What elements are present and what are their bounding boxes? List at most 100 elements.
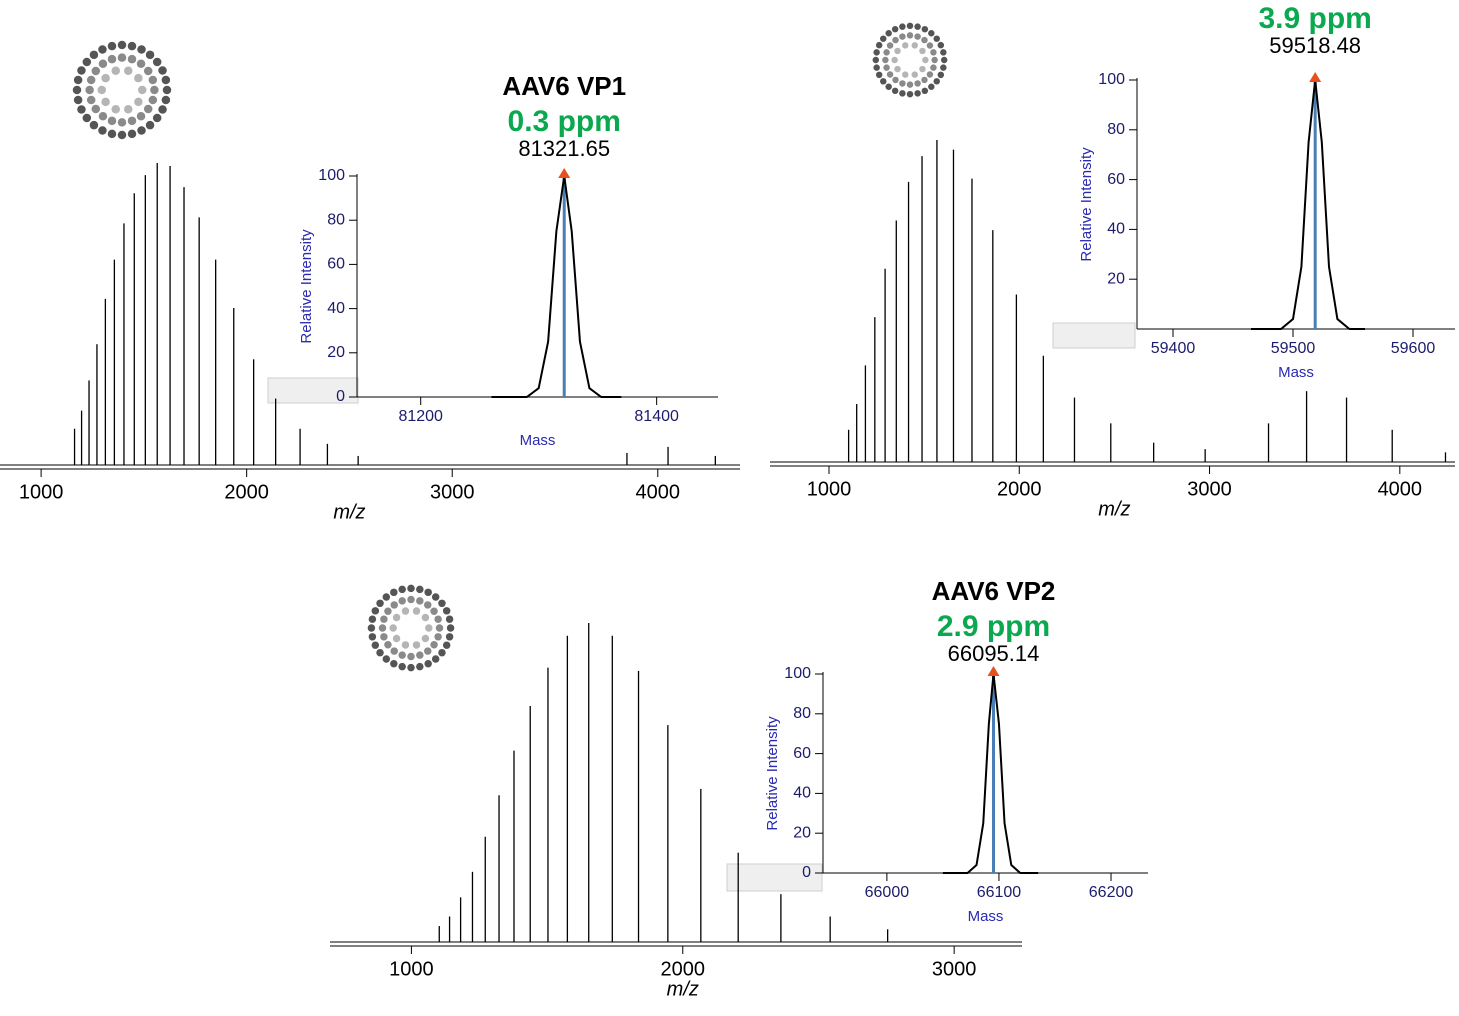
capsid-dot [430,607,438,615]
capsid-dot [127,129,137,139]
capsid-dot [89,50,99,60]
y-tick-label: 0 [336,388,345,405]
capsid-dot [906,22,914,30]
capsid-dot [91,66,101,76]
apex-marker [987,666,1000,676]
ppm-label: 3.9 ppm [1258,2,1371,35]
peak-mass-label: 81321.65 [518,136,610,161]
capsid-dot [416,585,424,594]
ppm-label: 2.9 ppm [937,610,1050,643]
capsid-dot [416,597,424,605]
ppm-label: 0.3 ppm [508,105,621,138]
capsid-dot [107,54,117,64]
apex-marker [1309,72,1322,82]
capsid-dot [445,615,454,623]
capsid-dot [392,613,401,622]
capsid-dot [390,601,398,609]
capsid-dot [424,588,432,597]
capsid-dot [389,624,397,632]
capsid-dot [127,41,137,51]
capsid-dot [107,41,117,51]
capsid-dot [899,90,906,97]
x-tick-label: 81200 [398,408,443,425]
capsid-dot [921,87,929,95]
capsid-dot [416,651,424,659]
capsid-dot [424,659,432,668]
peak-profile [491,175,622,398]
capsid-dot [117,53,127,62]
x-axis-title: Mass [968,908,1004,925]
capsid-dot [371,641,380,649]
capsid-dot [446,624,455,632]
x-tick-label: 2000 [224,481,269,503]
capsid-dot [891,56,898,64]
y-tick-label: 20 [1107,270,1125,287]
capsid-dot [434,615,442,623]
gray-box [1052,322,1136,349]
capsid-dot [124,66,133,75]
capsid-dot [407,595,415,604]
x-tick-label: 2000 [661,958,706,980]
capsid-dot [368,633,377,641]
capsid-dot [371,607,380,615]
capsid-dot [77,105,86,114]
capsid-dot [928,83,935,90]
capsid-dot [412,641,421,649]
capsid-dot [85,85,94,95]
capsid-dot [931,56,938,64]
capsid-dot [873,64,880,71]
capsid-dot [134,73,143,83]
capsid-dot [101,97,110,107]
capsid-dot [390,659,398,668]
capsid-dot [891,25,899,33]
capsid-dot [914,80,921,87]
capsid-dot [431,593,440,601]
capsid-dot [98,111,108,121]
capsid-dot [134,97,143,107]
capsid-dot [926,42,934,49]
capsid-dot [152,57,162,67]
capsid-dot [382,593,391,601]
capsid-dot [933,35,940,42]
y-tick-label: 80 [793,705,811,722]
capsid-dot [921,36,928,44]
capsid-dot [421,634,430,643]
x-tick-label: 1000 [389,958,434,980]
capsid-dot [137,45,146,54]
capsid-dot [445,633,454,641]
capsid-dot [145,50,155,60]
capsid-dot [101,73,110,83]
capsid-dot [162,85,172,95]
capsid-dot [937,71,945,79]
capsid-dot [98,59,108,69]
inset-title: AAV6 VP1 [502,71,626,101]
x-tick-label: 3000 [430,481,475,503]
capsid-dot [438,648,446,657]
x-axis-title: Mass [1278,364,1314,381]
capsid-dot [117,130,127,140]
capsid-dot [919,65,926,73]
apex-marker [558,168,571,178]
capsid-dot [928,30,935,37]
capsid-dot [911,42,918,49]
capsid-dot [390,588,398,597]
capsid-dot [894,47,901,55]
capsid-dot [921,76,928,84]
capsid-dot [407,584,415,593]
capsid-dot [892,36,899,44]
y-axis-title: Relative Intensity [764,716,781,831]
capsid-dot [886,71,894,78]
inset-title: AAV6 VP2 [932,576,1056,606]
x-tick-label: 59600 [1391,340,1436,357]
capsid-dot [940,56,948,64]
peak-mass-label: 66095.14 [948,641,1040,666]
gray-box [267,377,359,404]
peak-mass-label: 59518.48 [1269,33,1361,58]
capsid-dot [933,78,940,85]
x-tick-label: 1000 [807,478,852,500]
capsid-dot [430,641,438,649]
capsid-dot [872,56,880,64]
capsid-dot [885,83,892,90]
capsid-dot [875,41,883,49]
capsid-dot [384,607,392,615]
